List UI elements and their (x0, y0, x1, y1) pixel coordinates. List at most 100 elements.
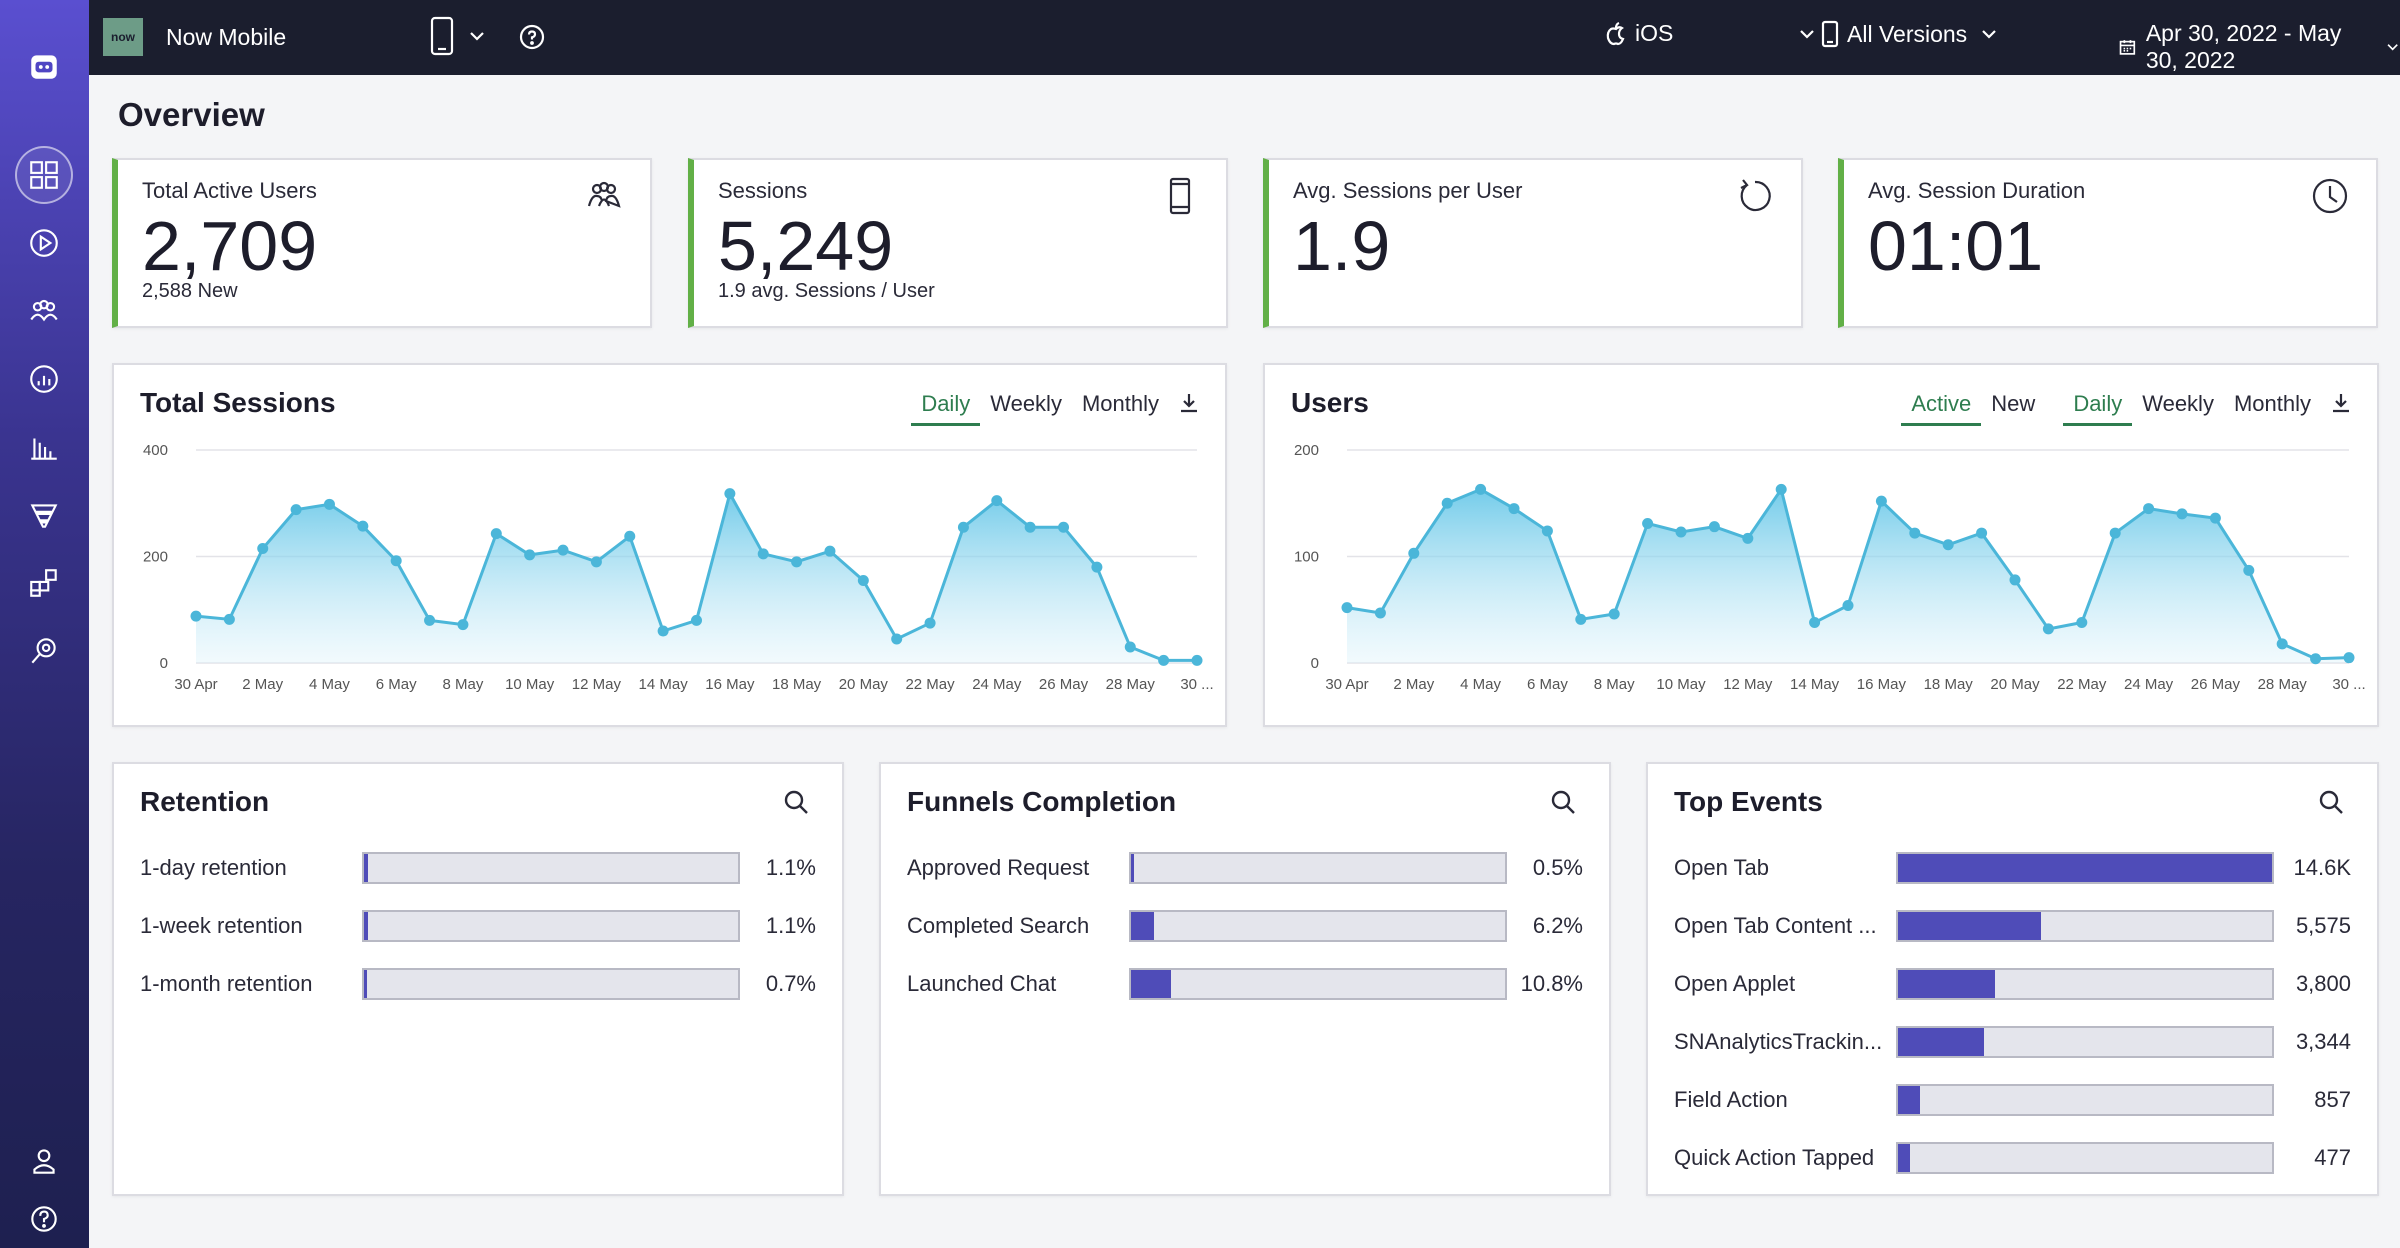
analytics-dial-icon[interactable] (15, 350, 73, 408)
x-tick-label: 12 May (572, 676, 622, 693)
card-title: Top Events (1674, 786, 1823, 817)
x-tick-label: 30 Apr (174, 676, 217, 693)
y-tick-label: 0 (160, 655, 168, 672)
logo-text: now (111, 30, 135, 44)
chevron-down-icon (2387, 44, 2398, 51)
series-area (1347, 489, 2349, 663)
search-icon[interactable] (2317, 788, 2345, 816)
stat-value: 5,249 (718, 207, 894, 285)
search-inspect-icon[interactable] (15, 622, 73, 680)
list-item[interactable]: Open Applet 3,800 (1674, 964, 2351, 1004)
x-tick-label: 30 ... (2332, 676, 2365, 693)
data-point (1742, 532, 1754, 544)
play-icon[interactable] (15, 214, 73, 272)
x-tick-label: 6 May (376, 676, 417, 693)
download-icon[interactable] (2329, 391, 2355, 417)
date-range-selector[interactable]: Apr 30, 2022 - May 30, 2022 (2119, 20, 2400, 74)
sidebar-item-overview[interactable] (15, 146, 73, 204)
list-item[interactable]: 1-week retention 1.1% (140, 906, 816, 946)
data-point (1374, 607, 1386, 619)
tab-daily[interactable]: Daily (2063, 387, 2133, 426)
data-point (223, 613, 235, 625)
x-tick-label: 22 May (905, 676, 955, 693)
data-point (757, 548, 769, 560)
tab-weekly[interactable]: Weekly (990, 391, 1062, 416)
clock-icon (2310, 176, 2350, 216)
toggle-active[interactable]: Active (1901, 387, 1982, 426)
data-point (1976, 527, 1988, 539)
data-point (524, 549, 536, 561)
sidebar (0, 0, 89, 1248)
row-value: 10.8% (1520, 971, 1583, 996)
data-point (590, 556, 602, 568)
list-item[interactable]: Quick Action Tapped 477 (1674, 1138, 2351, 1178)
widgets-icon[interactable] (15, 554, 73, 612)
help-circle-icon[interactable] (519, 24, 545, 50)
row-label: Launched Chat (907, 971, 1057, 996)
top-events-card: Top Events Open Tab 14.6K Open Tab Content… (1646, 762, 2379, 1196)
platform-selector[interactable]: iOS (1605, 20, 1817, 47)
data-point (1909, 527, 1921, 539)
tab-monthly[interactable]: Monthly (1081, 391, 1159, 416)
progress-track (1129, 852, 1507, 884)
list-item[interactable]: Launched Chat 10.8% (907, 964, 1583, 1004)
bar-chart-icon[interactable] (15, 418, 73, 476)
list-item[interactable]: Completed Search 6.2% (907, 906, 1583, 946)
x-tick-label: 30 ... (1180, 676, 1213, 693)
tab-monthly[interactable]: Monthly (2233, 391, 2311, 416)
data-point (991, 495, 1003, 507)
x-tick-label: 30 Apr (1325, 676, 1368, 693)
progress-track (1896, 910, 2274, 942)
list-item[interactable]: Approved Request 0.5% (907, 848, 1583, 888)
data-point (924, 617, 936, 629)
progress-track (1129, 910, 1507, 942)
tab-daily[interactable]: Daily (911, 387, 981, 426)
row-label: 1-week retention (140, 913, 303, 938)
x-tick-label: 20 May (839, 676, 889, 693)
list-item[interactable]: Open Tab 14.6K (1674, 848, 2351, 888)
list-item[interactable]: SNAnalyticsTrackin... 3,344 (1674, 1022, 2351, 1062)
period-tabs: Daily Weekly Monthly (911, 387, 1203, 426)
funnel-icon[interactable] (15, 486, 73, 544)
search-icon[interactable] (782, 788, 810, 816)
row-value: 3,800 (2295, 971, 2351, 996)
list-item[interactable]: 1-month retention 0.7% (140, 964, 816, 1004)
app-home-icon[interactable] (15, 38, 73, 96)
list-item[interactable]: 1-day retention 1.1% (140, 848, 816, 888)
x-tick-label: 2 May (1393, 676, 1434, 693)
profile-icon[interactable] (15, 1132, 73, 1190)
progress-fill (1898, 970, 1996, 998)
help-icon[interactable] (15, 1190, 73, 1248)
row-label: Open Tab (1674, 855, 1770, 880)
card-title: Retention (140, 786, 270, 817)
x-tick-label: 24 May (2124, 676, 2174, 693)
data-point (1058, 521, 1070, 533)
x-tick-label: 10 May (1656, 676, 1706, 693)
users-icon[interactable] (15, 282, 73, 340)
data-point (1341, 602, 1353, 614)
tab-weekly[interactable]: Weekly (2142, 391, 2214, 416)
users-chart: 0 100 200 30 Apr 2 May 4 May 6 May 8 May 10 May 1… (1294, 442, 2366, 693)
progress-track (1896, 968, 2274, 1000)
device-selector[interactable] (429, 16, 487, 56)
toggle-new[interactable]: New (1991, 391, 2036, 416)
x-tick-label: 4 May (1460, 676, 1501, 693)
data-point (1809, 617, 1821, 629)
list-item[interactable]: Field Action 857 (1674, 1080, 2351, 1120)
data-point (1775, 483, 1787, 495)
download-icon[interactable] (1177, 391, 1203, 417)
x-tick-label: 12 May (1723, 676, 1773, 693)
data-point (2310, 653, 2322, 665)
refresh-icon (1735, 176, 1775, 216)
version-selector[interactable]: All Versions (1821, 20, 1999, 48)
list-item[interactable]: Open Tab Content ... 5,575 (1674, 906, 2351, 946)
calendar-icon (2119, 40, 2136, 55)
progress-fill (1898, 1028, 1984, 1056)
data-point (290, 504, 302, 516)
data-point (1441, 497, 1453, 509)
search-icon[interactable] (1549, 788, 1577, 816)
data-point (2176, 508, 2188, 520)
x-tick-label: 28 May (2258, 676, 2308, 693)
stat-card-sessions: Sessions 5,249 1.9 avg. Sessions / User (688, 158, 1228, 328)
row-label: Completed Search (907, 913, 1090, 938)
